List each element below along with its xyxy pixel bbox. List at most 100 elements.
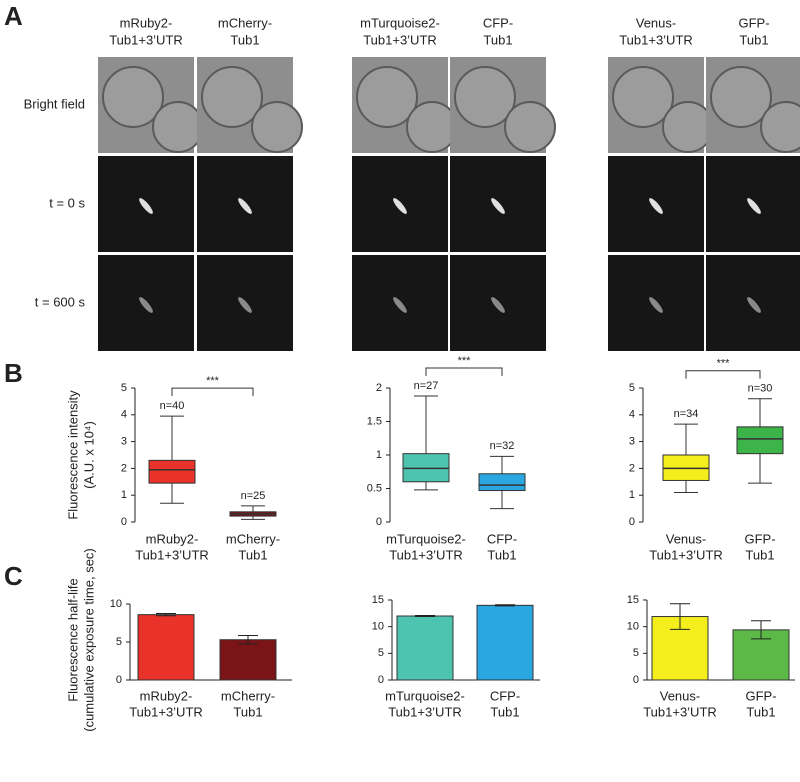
- y-tick-label: 1: [629, 489, 635, 501]
- column-header: mTurquoise2-: [360, 15, 440, 30]
- spindle: [491, 198, 505, 214]
- y-tick-label: 0: [633, 674, 639, 686]
- panel-letter: A: [4, 1, 23, 31]
- row-label: t = 0 s: [49, 195, 85, 210]
- y-tick-label: 0: [121, 516, 127, 528]
- y-tick-label: 1: [376, 449, 382, 461]
- x-tick-label: mTurquoise2-: [385, 688, 465, 703]
- x-tick-label: Venus-: [666, 531, 706, 546]
- n-label: n=25: [241, 490, 266, 502]
- x-tick-label: Venus-: [660, 688, 700, 703]
- y-tick-label: 15: [627, 594, 639, 606]
- spindle: [649, 198, 663, 214]
- column-header: Tub1: [483, 32, 512, 47]
- column-header: Tub1+3’UTR: [363, 32, 437, 47]
- x-tick-label: mCherry-: [226, 531, 280, 546]
- y-tick-label: 2: [376, 382, 382, 394]
- panel-letter: C: [4, 561, 23, 591]
- y-tick-label: 1: [121, 489, 127, 501]
- x-tick-label: CFP-: [490, 688, 520, 703]
- y-tick-label: 5: [378, 647, 384, 659]
- x-tick-label: GFP-: [745, 688, 776, 703]
- column-header: Tub1+3’UTR: [619, 32, 693, 47]
- spindle: [649, 297, 663, 313]
- x-tick-label: mTurquoise2-: [386, 531, 466, 546]
- x-tick-label: GFP-: [744, 531, 775, 546]
- x-tick-label: Tub1+3’UTR: [388, 704, 462, 719]
- x-tick-label: Tub1: [490, 704, 519, 719]
- column-header: CFP-: [483, 15, 513, 30]
- spindle: [139, 297, 153, 313]
- bar: [137, 614, 195, 681]
- y-tick-label: 5: [121, 382, 127, 394]
- y-tick-label: 0.5: [367, 482, 382, 494]
- x-tick-label: Tub1: [233, 704, 262, 719]
- cell: [504, 101, 556, 153]
- x-tick-label: Tub1+3’UTR: [643, 704, 717, 719]
- y-tick-label: 2: [121, 462, 127, 474]
- n-label: n=34: [674, 408, 699, 420]
- significance-bracket: [171, 387, 254, 397]
- y-tick-label: 0: [116, 674, 122, 686]
- box: [736, 426, 784, 455]
- y-axis-label: (A.U. x 10⁴): [81, 421, 96, 489]
- y-tick-label: 2: [629, 462, 635, 474]
- x-tick-label: Tub1+3’UTR: [129, 704, 203, 719]
- y-axis-label: Fluorescence half-life: [65, 578, 80, 702]
- y-tick-label: 0: [378, 674, 384, 686]
- y-tick-label: 0: [629, 516, 635, 528]
- bar: [219, 639, 277, 681]
- n-label: n=30: [748, 383, 773, 395]
- y-tick-label: 4: [121, 409, 127, 421]
- cell: [152, 101, 204, 153]
- spindle: [393, 297, 407, 313]
- x-tick-label: Tub1+3’UTR: [135, 547, 209, 562]
- spindle: [747, 297, 761, 313]
- y-tick-label: 15: [372, 594, 384, 606]
- spindle: [238, 297, 252, 313]
- box: [478, 473, 526, 492]
- cell: [406, 101, 458, 153]
- column-header: Tub1: [230, 32, 259, 47]
- y-tick-label: 10: [372, 621, 384, 633]
- y-tick-label: 10: [110, 598, 122, 610]
- panel-letter: B: [4, 358, 23, 388]
- cell: [612, 66, 674, 128]
- x-tick-label: Tub1: [745, 547, 774, 562]
- significance-bracket: [425, 367, 503, 377]
- row-label: t = 600 s: [35, 294, 86, 309]
- spindle: [393, 198, 407, 214]
- x-tick-label: mRuby2-: [140, 688, 193, 703]
- y-tick-label: 0: [376, 516, 382, 528]
- cell: [454, 66, 516, 128]
- y-tick-label: 10: [627, 621, 639, 633]
- x-tick-label: Tub1+3’UTR: [389, 547, 463, 562]
- n-label: n=32: [490, 440, 515, 452]
- significance-bracket: [685, 370, 761, 379]
- n-label: n=40: [160, 400, 185, 412]
- x-tick-label: Tub1+3’UTR: [649, 547, 723, 562]
- bar: [396, 615, 454, 681]
- cell: [356, 66, 418, 128]
- x-tick-label: Tub1: [487, 547, 516, 562]
- significance: ***: [458, 355, 472, 367]
- n-label: n=27: [414, 380, 439, 392]
- column-header: GFP-: [738, 15, 769, 30]
- spindle: [491, 297, 505, 313]
- column-header: Venus-: [636, 15, 676, 30]
- column-header: Tub1+3’UTR: [109, 32, 183, 47]
- y-tick-label: 5: [629, 382, 635, 394]
- y-tick-label: 3: [629, 436, 635, 448]
- x-tick-label: mRuby2-: [146, 531, 199, 546]
- spindle: [139, 198, 153, 214]
- y-axis-label: Fluorescence intensity: [65, 390, 80, 520]
- column-header: Tub1: [739, 32, 768, 47]
- cell: [662, 101, 714, 153]
- y-axis-label: (cumulative exposure time, sec): [81, 548, 96, 732]
- cell: [710, 66, 772, 128]
- x-tick-label: Tub1: [746, 704, 775, 719]
- row-label: Bright field: [24, 96, 85, 111]
- cell: [102, 66, 164, 128]
- y-tick-label: 4: [629, 409, 635, 421]
